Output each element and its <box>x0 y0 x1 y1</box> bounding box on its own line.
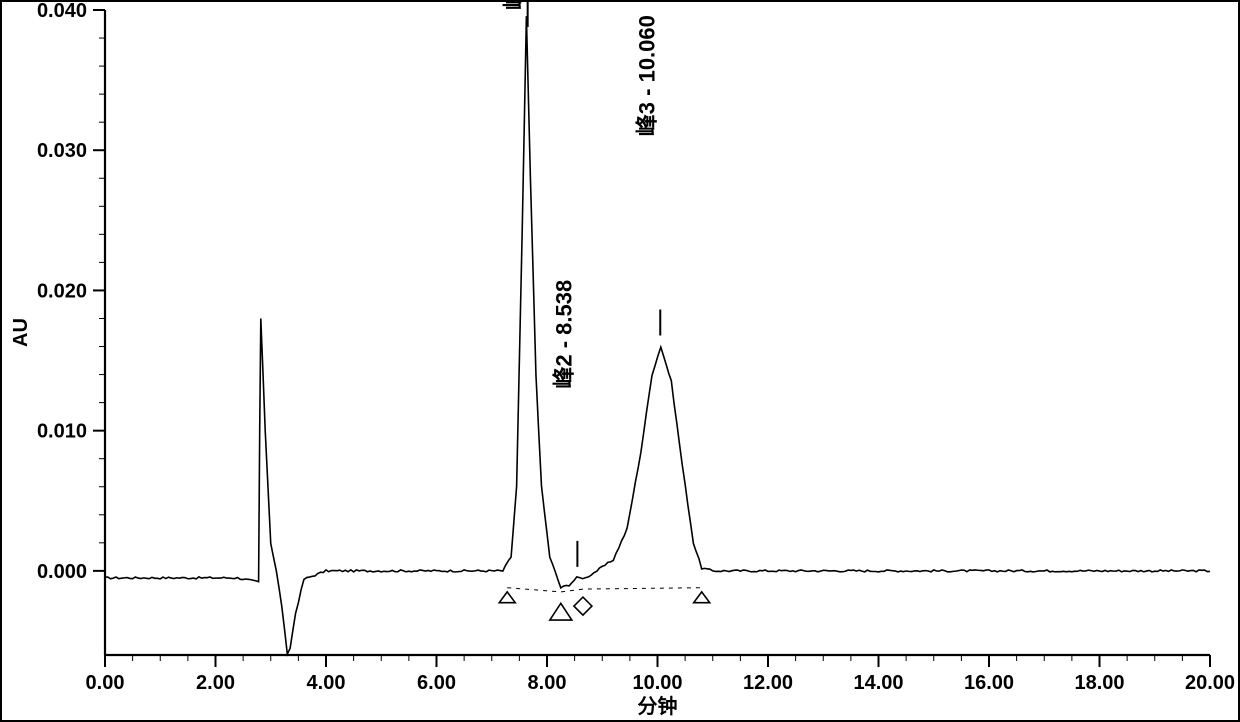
integration-triangle-icon <box>499 592 515 603</box>
chart-svg: 0.00 2.00 4.00 6.00 8.00 10.00 12.00 14.00 16.00… <box>0 0 1240 722</box>
peak-label: 峰2 - 8.538 <box>551 280 576 389</box>
x-tick-label: 18.00 <box>1074 672 1124 694</box>
peak-label-group: 峰2 - 8.538 <box>551 280 576 389</box>
x-tick-label: 12.00 <box>743 672 793 694</box>
x-axis-label: 分钟 <box>638 694 678 718</box>
chromatogram-chart: 0.00 2.00 4.00 6.00 8.00 10.00 12.00 14.00 16.00… <box>0 0 1240 722</box>
integration-diamond-icon <box>574 597 592 615</box>
peak-label-group: 峰3 - 10.060 <box>634 15 659 136</box>
x-tick-label: 6.00 <box>417 672 456 694</box>
x-tick-label: 0.00 <box>86 672 125 694</box>
x-tick-label: 10.00 <box>632 672 682 694</box>
y-axis-label: AU <box>10 318 32 347</box>
x-tick-label: 14.00 <box>853 672 903 694</box>
y-tick-label: 0.010 <box>37 421 87 443</box>
peak-label: 峰3 - 10.060 <box>634 15 659 136</box>
y-tick-label: 0.040 <box>37 0 87 22</box>
y-tick-label: 0.000 <box>37 561 87 583</box>
integration-triangle-icon <box>550 603 572 620</box>
integration-triangle-icon <box>694 592 710 603</box>
x-tick-label: 20.00 <box>1185 672 1235 694</box>
x-tick-label: 4.00 <box>307 672 346 694</box>
integration-baseline <box>507 588 701 592</box>
y-tick-label: 0.030 <box>37 140 87 162</box>
x-tick-label: 2.00 <box>196 672 235 694</box>
x-tick-label: 16.00 <box>964 672 1014 694</box>
outer-frame <box>1 1 1239 721</box>
y-tick-label: 0.020 <box>37 280 87 302</box>
x-tick-label: 8.00 <box>528 672 567 694</box>
